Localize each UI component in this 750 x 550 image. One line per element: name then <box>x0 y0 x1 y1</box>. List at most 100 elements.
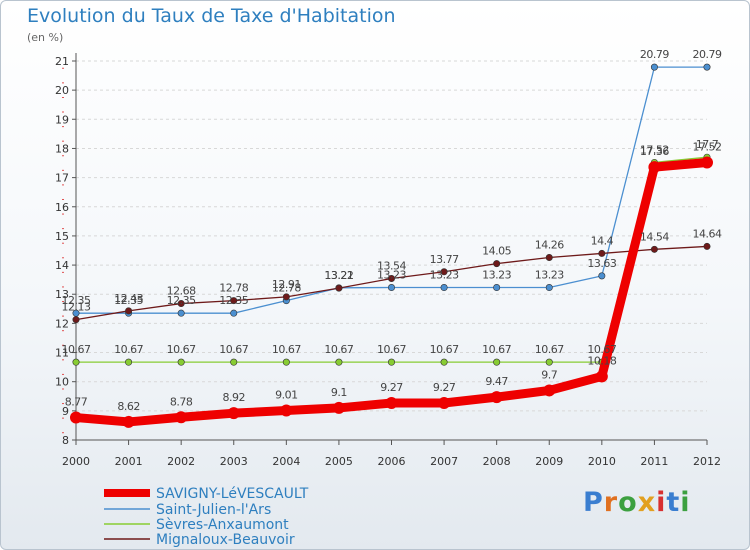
series-point-0 <box>543 384 556 397</box>
data-label: 13.22 <box>324 269 353 282</box>
data-label: 8.92 <box>223 391 246 404</box>
series-point-3 <box>598 249 606 257</box>
y-tick-label: 17 <box>55 172 69 185</box>
data-label: 13.54 <box>377 259 406 272</box>
chart-subtitle: (en %) <box>27 31 64 44</box>
data-label: 12.13 <box>62 301 91 314</box>
legend-label: SAVIGNY-LéVESCAULT <box>156 486 309 502</box>
y-tick-label: 11 <box>55 347 69 360</box>
data-label: 10.67 <box>430 343 459 356</box>
data-label: 12.78 <box>219 282 248 295</box>
y-tick-label: 20 <box>55 84 69 97</box>
series-point-0 <box>175 411 188 424</box>
data-label-layer: 8.77 8.62 8.78 8.92 9.01 9.1 9.27 9.27 9.47 9.7 10… <box>62 48 723 413</box>
logo-letter: i <box>680 487 691 518</box>
data-label: 8.77 <box>65 396 88 409</box>
y-tick-label: 13 <box>55 288 69 301</box>
data-label: 12.35 <box>62 294 91 307</box>
x-tick-label: 2004 <box>272 455 300 468</box>
axis-layer: 8 9 10 11 12 13 14 15 16 17 18 19 20 21 2000 2001 2002 20… <box>55 53 721 468</box>
series-point-1 <box>598 272 606 280</box>
series-point-3 <box>493 260 501 268</box>
y-tick-label: 21 <box>55 55 69 68</box>
data-label: 12.78 <box>272 282 301 295</box>
chart-title: Evolution du Taux de Taxe d'Habitation <box>27 5 396 27</box>
data-label: 17.36 <box>640 145 669 158</box>
x-tick-label: 2000 <box>62 455 90 468</box>
y-tick-label: 19 <box>55 113 69 126</box>
series-point-2 <box>230 358 238 366</box>
data-label: 13.77 <box>430 253 459 266</box>
data-label: 9.01 <box>275 389 298 402</box>
data-label: 10.67 <box>114 343 143 356</box>
data-label: 10.67 <box>219 343 248 356</box>
x-tick-label: 2010 <box>588 455 616 468</box>
data-label: 8.78 <box>170 395 193 408</box>
series-point-3 <box>72 316 80 324</box>
data-label: 14.26 <box>535 238 564 251</box>
series-point-1 <box>650 63 658 71</box>
series-point-1 <box>493 284 501 292</box>
data-label: 13.23 <box>482 269 511 282</box>
series-point-1 <box>387 284 395 292</box>
data-label: 20.79 <box>693 48 722 61</box>
logo-letter: r <box>603 487 619 518</box>
x-tick-label: 2006 <box>378 455 406 468</box>
data-label: 14.4 <box>591 234 614 247</box>
series-layer <box>70 63 713 428</box>
series-point-2 <box>125 358 133 366</box>
data-label: 10.18 <box>587 354 616 367</box>
data-label: 17.7 <box>696 138 719 151</box>
series-point-2 <box>493 358 501 366</box>
data-label: 9.7 <box>541 368 557 381</box>
series-point-0 <box>438 396 451 409</box>
series-point-3 <box>650 245 658 253</box>
series-point-0 <box>490 391 503 404</box>
data-label: 10.67 <box>587 343 616 356</box>
legend-label: Mignaloux-Beauvoir <box>156 532 295 548</box>
y-tick-label: 16 <box>55 201 69 214</box>
series-point-1 <box>703 63 711 71</box>
series-point-2 <box>545 358 553 366</box>
data-label: 10.67 <box>482 343 511 356</box>
data-label: 12.35 <box>167 294 196 307</box>
series-point-0 <box>122 415 135 428</box>
data-label: 10.67 <box>377 343 406 356</box>
x-tick-label: 2005 <box>325 455 353 468</box>
y-tick-label: 10 <box>55 376 69 389</box>
x-tick-label: 2001 <box>115 455 143 468</box>
x-tick-label: 2009 <box>535 455 563 468</box>
series-point-3 <box>703 242 711 250</box>
x-tick-label: 2007 <box>430 455 458 468</box>
series-point-0 <box>280 404 293 417</box>
y-tick-label: 8 <box>62 434 69 447</box>
series-point-3 <box>177 300 185 308</box>
series-point-0 <box>701 156 713 169</box>
series-point-3 <box>545 253 553 261</box>
series-point-3 <box>335 284 343 292</box>
data-label: 8.62 <box>117 400 140 413</box>
x-tick-label: 2002 <box>167 455 195 468</box>
series-point-2 <box>282 358 290 366</box>
series-point-2 <box>440 358 448 366</box>
series-point-3 <box>230 297 238 305</box>
data-label: 12.43 <box>114 292 143 305</box>
logo-letter: o <box>618 487 638 518</box>
series-point-0 <box>332 401 345 414</box>
data-label: 14.05 <box>482 245 511 258</box>
legend-label: Sèvres-Anxaumont <box>156 517 289 533</box>
x-tick-label: 2012 <box>693 455 721 468</box>
logo-letter: i <box>656 487 667 518</box>
logo-letter: P <box>583 487 604 518</box>
series-point-3 <box>282 293 290 301</box>
y-tick-label: 18 <box>55 142 69 155</box>
series-point-0 <box>70 411 82 424</box>
series-point-3 <box>387 274 395 282</box>
x-tick-label: 2011 <box>640 455 668 468</box>
series-point-3 <box>125 307 133 315</box>
data-label: 9.27 <box>380 381 403 394</box>
logo-letter: x <box>637 487 657 518</box>
data-label: 13.23 <box>430 269 459 282</box>
data-label: 10.67 <box>272 343 301 356</box>
y-tick-label: 15 <box>55 230 69 243</box>
